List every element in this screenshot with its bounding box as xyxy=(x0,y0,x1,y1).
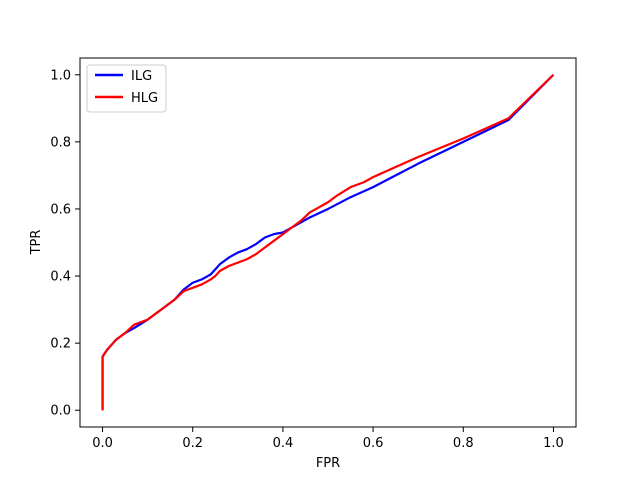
axes-layer xyxy=(79,57,577,428)
y-tick-label: 0.4 xyxy=(50,270,71,285)
x-tick-label: 0.2 xyxy=(182,436,203,451)
y-tick-label: 0.8 xyxy=(50,135,71,150)
legend: ILG HLG xyxy=(86,64,167,113)
x-tick-label: 0.0 xyxy=(92,436,113,451)
axes-frame xyxy=(79,57,577,428)
y-tick-label: 1.0 xyxy=(50,68,71,83)
legend-label-hlg: HLG xyxy=(131,91,158,106)
series-layer xyxy=(101,73,555,411)
legend-label-ilg: ILG xyxy=(131,69,152,84)
y-axis-label: TPR xyxy=(29,230,44,256)
y-tick-label: 0.2 xyxy=(50,337,71,352)
x-tick-label: 1.0 xyxy=(543,436,564,451)
legend-frame xyxy=(86,64,167,113)
x-tick-label: 0.4 xyxy=(273,436,294,451)
y-tick-label: 0.0 xyxy=(50,404,71,419)
plot-area xyxy=(80,58,576,427)
ticks-layer: 0.0 0.2 0.4 0.6 0.8 1.0 0.0 0.2 0.4 0.6 0.8 1.0 xyxy=(50,68,563,451)
y-tick-label: 0.6 xyxy=(50,202,71,217)
x-tick-label: 0.8 xyxy=(453,436,474,451)
x-axis-label: FPR xyxy=(316,456,340,471)
series-line-hlg xyxy=(101,73,555,411)
x-tick-label: 0.6 xyxy=(363,436,384,451)
